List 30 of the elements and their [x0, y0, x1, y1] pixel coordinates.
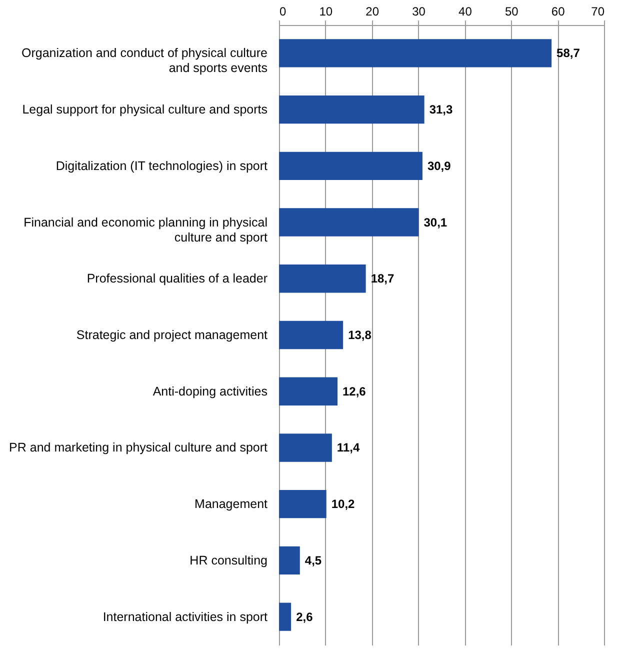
y-tick-label: HR consulting [190, 553, 268, 568]
y-tick-label: International activities in sport [102, 610, 268, 624]
data-label: 12,6 [342, 384, 366, 398]
x-tick-label: 40 [458, 4, 472, 18]
data-label: 30,9 [427, 158, 452, 173]
y-tick-label: Professional qualities of a leader [86, 272, 268, 286]
y-tick-label: Management [194, 497, 268, 512]
y-tick-label: Digitalization (IT technologies) in sport [56, 158, 268, 173]
data-label: 30,1 [424, 215, 448, 230]
data-label: 31,3 [429, 102, 454, 117]
data-label: 11,4 [336, 440, 360, 455]
x-tick-label: 70 [591, 4, 605, 18]
y-tick-label: Organization and conduct of physical culture and sports events [22, 46, 268, 76]
y-tick-label: Financial and economic planning in physical culture and sport [24, 215, 268, 244]
x-tick-label: 60 [551, 4, 566, 18]
data-label: 10,2 [331, 497, 356, 512]
data-label: 13,8 [348, 328, 372, 342]
data-label: 4,5 [304, 553, 322, 568]
y-tick-label: Strategic and project management [76, 328, 268, 342]
x-tick-label: 50 [504, 4, 519, 18]
data-label: 18,7 [370, 272, 395, 286]
data-label: 58,7 [556, 46, 580, 60]
x-tick-label: 20 [366, 4, 380, 18]
x-tick-label: 0 [280, 4, 286, 18]
x-tick-label: 30 [412, 4, 426, 18]
y-tick-label: PR and marketing in physical culture and sport [9, 440, 268, 455]
y-tick-label: Legal support for physical culture and sports [22, 102, 268, 117]
y-tick-label: Anti-doping activities [152, 384, 268, 398]
x-tick-label: 10 [319, 4, 333, 18]
data-label: 2,6 [296, 610, 314, 624]
